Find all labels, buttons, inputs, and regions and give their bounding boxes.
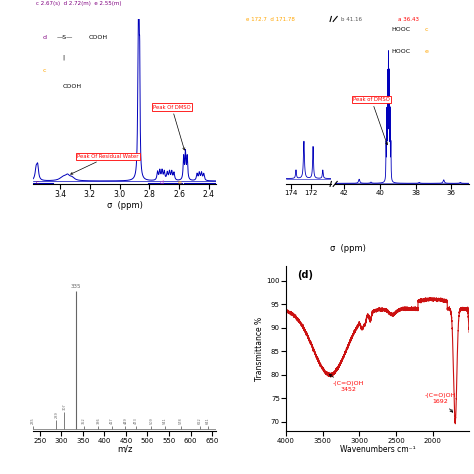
Text: COOH: COOH	[63, 84, 82, 89]
Text: 509: 509	[149, 417, 153, 424]
Text: 307: 307	[62, 403, 66, 410]
Text: d: d	[42, 35, 46, 40]
Text: COOH: COOH	[88, 35, 107, 40]
Text: 449: 449	[123, 417, 128, 424]
X-axis label: σ  (ppm): σ (ppm)	[107, 201, 143, 210]
Text: σ  (ppm): σ (ppm)	[330, 244, 366, 253]
Text: —S—: —S—	[57, 35, 73, 40]
Text: 541: 541	[163, 417, 167, 424]
Text: c: c	[36, 180, 39, 185]
Text: 417: 417	[109, 417, 114, 424]
Y-axis label: Transmittance %: Transmittance %	[255, 317, 264, 381]
Text: 289: 289	[55, 411, 58, 418]
Text: e: e	[177, 180, 181, 185]
Text: e: e	[425, 49, 429, 54]
Text: 235: 235	[31, 417, 35, 424]
Text: c 2.67(s)  d 2.72(m)  e 2.55(m): c 2.67(s) d 2.72(m) e 2.55(m)	[36, 1, 122, 6]
Text: a 36.43: a 36.43	[398, 17, 419, 22]
Text: 473: 473	[134, 417, 138, 424]
Text: 335: 335	[71, 284, 82, 290]
Text: 578: 578	[179, 417, 183, 424]
Text: 386: 386	[96, 417, 100, 424]
Text: -(C=O)OH
1692: -(C=O)OH 1692	[424, 393, 456, 412]
X-axis label: m/z: m/z	[117, 445, 132, 454]
Text: 641: 641	[206, 417, 210, 424]
Text: |: |	[63, 55, 64, 60]
X-axis label: Wavenumbers cm⁻¹: Wavenumbers cm⁻¹	[340, 445, 415, 454]
Text: Peak Of DMSO: Peak Of DMSO	[153, 105, 191, 150]
Text: d: d	[159, 180, 163, 185]
Text: c: c	[42, 68, 46, 73]
Text: (d): (d)	[297, 270, 313, 280]
Text: 352: 352	[82, 417, 86, 424]
Text: -(C=O)OH
3452: -(C=O)OH 3452	[329, 374, 364, 392]
Text: Peak Of Residual Water: Peak Of Residual Water	[71, 154, 138, 174]
Text: HOOC: HOOC	[392, 49, 410, 54]
Text: HOOC: HOOC	[392, 27, 410, 32]
Text: c: c	[425, 27, 428, 32]
Text: Peak of DMSO: Peak of DMSO	[353, 97, 390, 145]
Text: 622: 622	[198, 417, 202, 424]
Text: b 41.16: b 41.16	[341, 17, 362, 22]
Text: e 172.7  d 171.78: e 172.7 d 171.78	[246, 17, 295, 22]
